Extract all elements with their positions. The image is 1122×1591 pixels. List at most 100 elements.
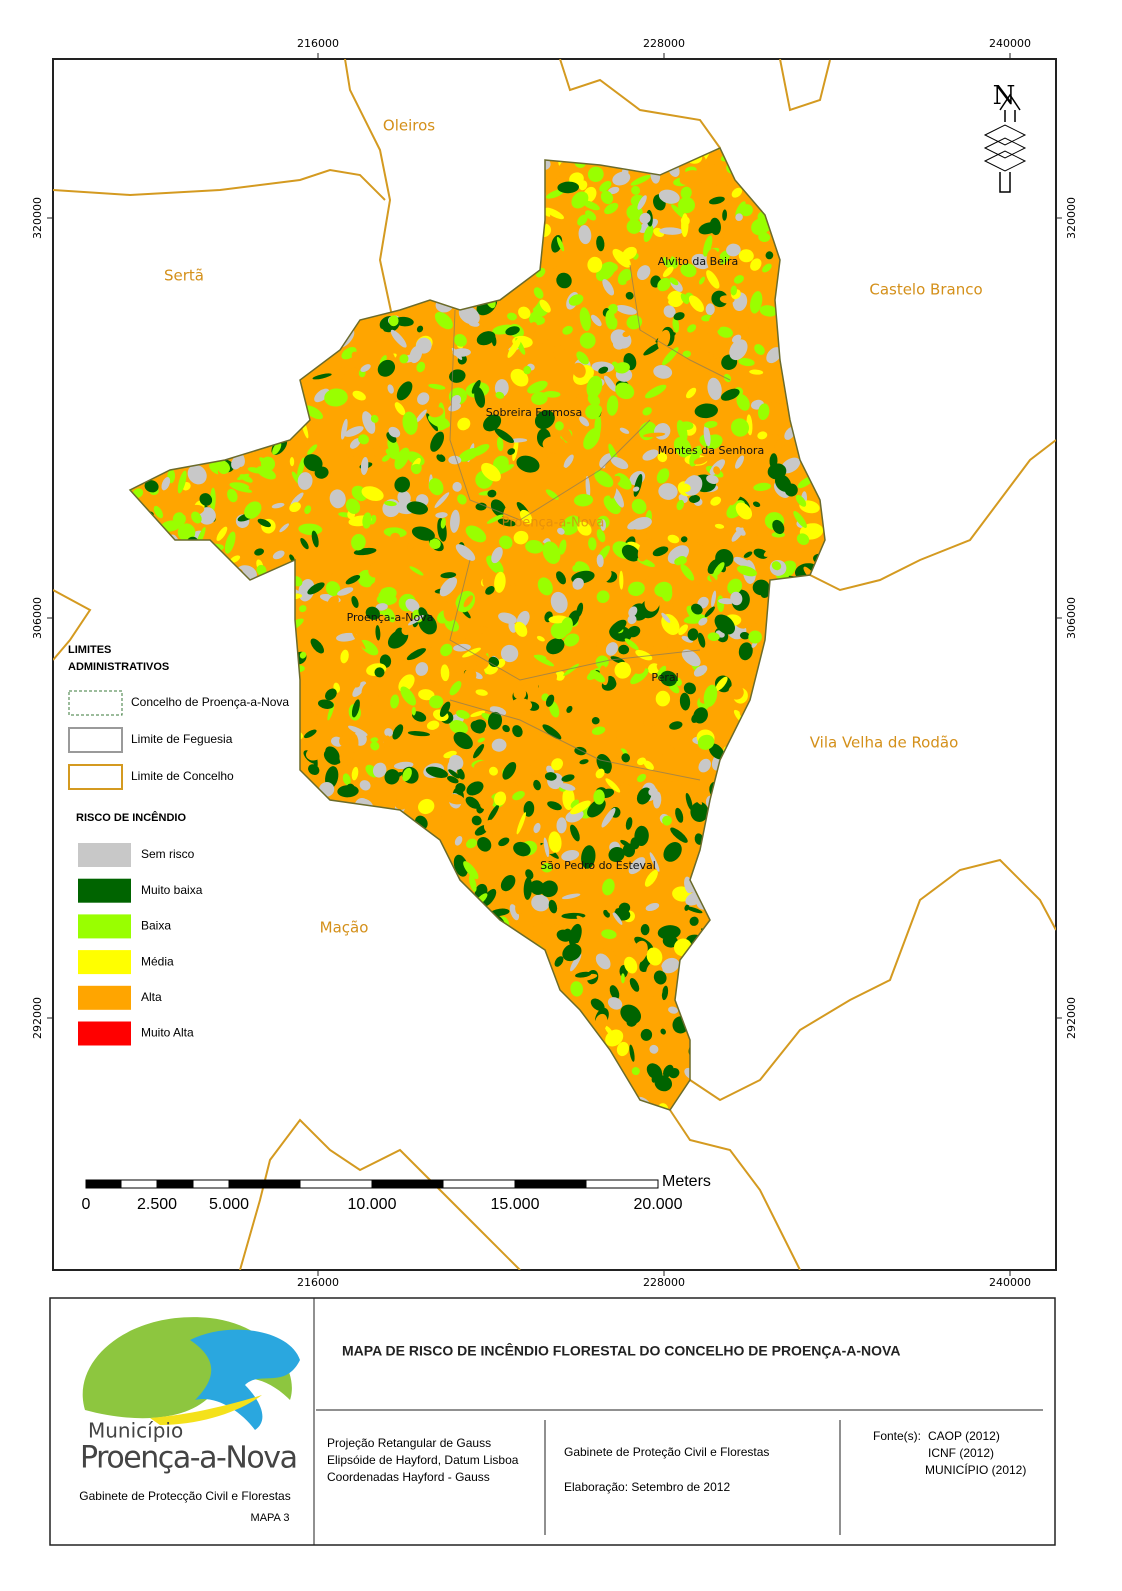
risk-patch xyxy=(412,711,427,722)
risk-patch xyxy=(717,713,732,723)
risk-patch xyxy=(605,309,616,330)
risk-patch xyxy=(452,481,462,492)
risk-patch xyxy=(538,672,558,690)
risk-patch xyxy=(516,455,540,473)
risk-patch xyxy=(449,754,464,770)
risk-patch xyxy=(548,831,562,853)
risk-patch xyxy=(305,747,323,761)
legend-label: Limite de Feguesia xyxy=(131,732,233,746)
risk-patch xyxy=(533,287,544,299)
risk-patch xyxy=(297,457,305,479)
risk-patch xyxy=(678,196,695,214)
risk-patch xyxy=(499,535,513,550)
risk-patch xyxy=(349,674,361,688)
risk-patch xyxy=(439,577,458,597)
risk-patch xyxy=(285,550,297,557)
risk-patch xyxy=(415,662,429,676)
risk-patch xyxy=(621,544,640,562)
north-arrow-shape xyxy=(999,93,1021,122)
risk-patch xyxy=(572,577,584,590)
risk-patch xyxy=(735,213,743,221)
risk-patch xyxy=(685,793,693,810)
risk-patch xyxy=(476,331,496,346)
risk-patch xyxy=(352,390,366,401)
risk-patch xyxy=(300,537,309,550)
scale-segment xyxy=(585,1179,659,1189)
risk-patch xyxy=(434,311,453,330)
risk-patch xyxy=(365,606,380,620)
risk-patch xyxy=(680,263,697,278)
risk-patch xyxy=(299,605,307,613)
risk-patch xyxy=(394,799,407,810)
risk-patch xyxy=(505,326,520,336)
risk-patch xyxy=(605,1029,624,1047)
risk-patch xyxy=(497,518,516,527)
risk-patch xyxy=(457,417,471,431)
risk-patch xyxy=(707,632,720,642)
risk-patch xyxy=(507,448,516,455)
risk-patch xyxy=(375,603,388,611)
risk-patch xyxy=(733,275,744,284)
risk-patch xyxy=(336,632,358,642)
risk-patch xyxy=(709,575,719,587)
risk-patch xyxy=(493,455,509,472)
risk-patch xyxy=(359,780,371,791)
scale-label: 5.000 xyxy=(209,1196,249,1213)
risk-patch xyxy=(510,698,533,713)
risk-patch xyxy=(568,923,582,947)
risk-patch xyxy=(448,455,462,465)
risk-patch xyxy=(303,729,317,739)
parish-label: Sobreira Formosa xyxy=(486,406,582,419)
y-coord-label: 306000 xyxy=(1065,597,1078,639)
risk-patch xyxy=(496,436,504,452)
x-coord-label: 228000 xyxy=(643,1276,685,1289)
risk-patch xyxy=(518,306,531,320)
risk-patch xyxy=(706,248,721,273)
risk-patch xyxy=(523,365,532,375)
risk-patch xyxy=(594,1013,608,1031)
risk-patch xyxy=(562,325,573,335)
risk-patch xyxy=(491,738,507,752)
risk-patch xyxy=(471,380,481,394)
risk-patch xyxy=(585,475,591,499)
risk-patch xyxy=(582,200,600,211)
risk-patch xyxy=(327,595,339,609)
risk-patch xyxy=(551,758,564,771)
risk-patch xyxy=(533,822,541,834)
logo xyxy=(82,1317,300,1430)
risk-patch xyxy=(550,919,567,930)
risk-patch xyxy=(678,624,688,636)
parish-label: Proença-a-Nova xyxy=(347,611,434,624)
risk-patch xyxy=(425,630,445,648)
risk-patch xyxy=(694,403,718,419)
risk-patch xyxy=(230,555,241,563)
risk-patch xyxy=(516,812,526,835)
risk-patch xyxy=(508,621,517,633)
risk-patch xyxy=(440,517,446,529)
risk-patch xyxy=(446,794,465,805)
risk-patch xyxy=(657,925,681,940)
risk-patch xyxy=(515,899,525,915)
risk-patch xyxy=(287,537,304,555)
risk-patch xyxy=(439,701,451,718)
risk-patch xyxy=(562,943,582,962)
risk-patch xyxy=(710,496,722,506)
risk-patch xyxy=(323,749,340,765)
risk-patch xyxy=(636,773,647,783)
risk-patch xyxy=(658,189,680,204)
risk-patch xyxy=(693,665,708,677)
risk-patch xyxy=(681,649,701,667)
risk-patch xyxy=(231,456,242,470)
legend-label: Média xyxy=(141,954,174,968)
risk-patch xyxy=(624,956,638,974)
risk-patch xyxy=(495,391,505,399)
risk-patch xyxy=(715,548,734,568)
risk-patch xyxy=(669,721,683,730)
risk-patch xyxy=(795,494,807,507)
risk-patch xyxy=(705,303,715,316)
risk-patch xyxy=(619,782,631,796)
risk-patch xyxy=(483,414,502,432)
risk-patch xyxy=(637,195,647,210)
risk-patch xyxy=(626,1017,637,1027)
risk-patch xyxy=(653,365,673,379)
